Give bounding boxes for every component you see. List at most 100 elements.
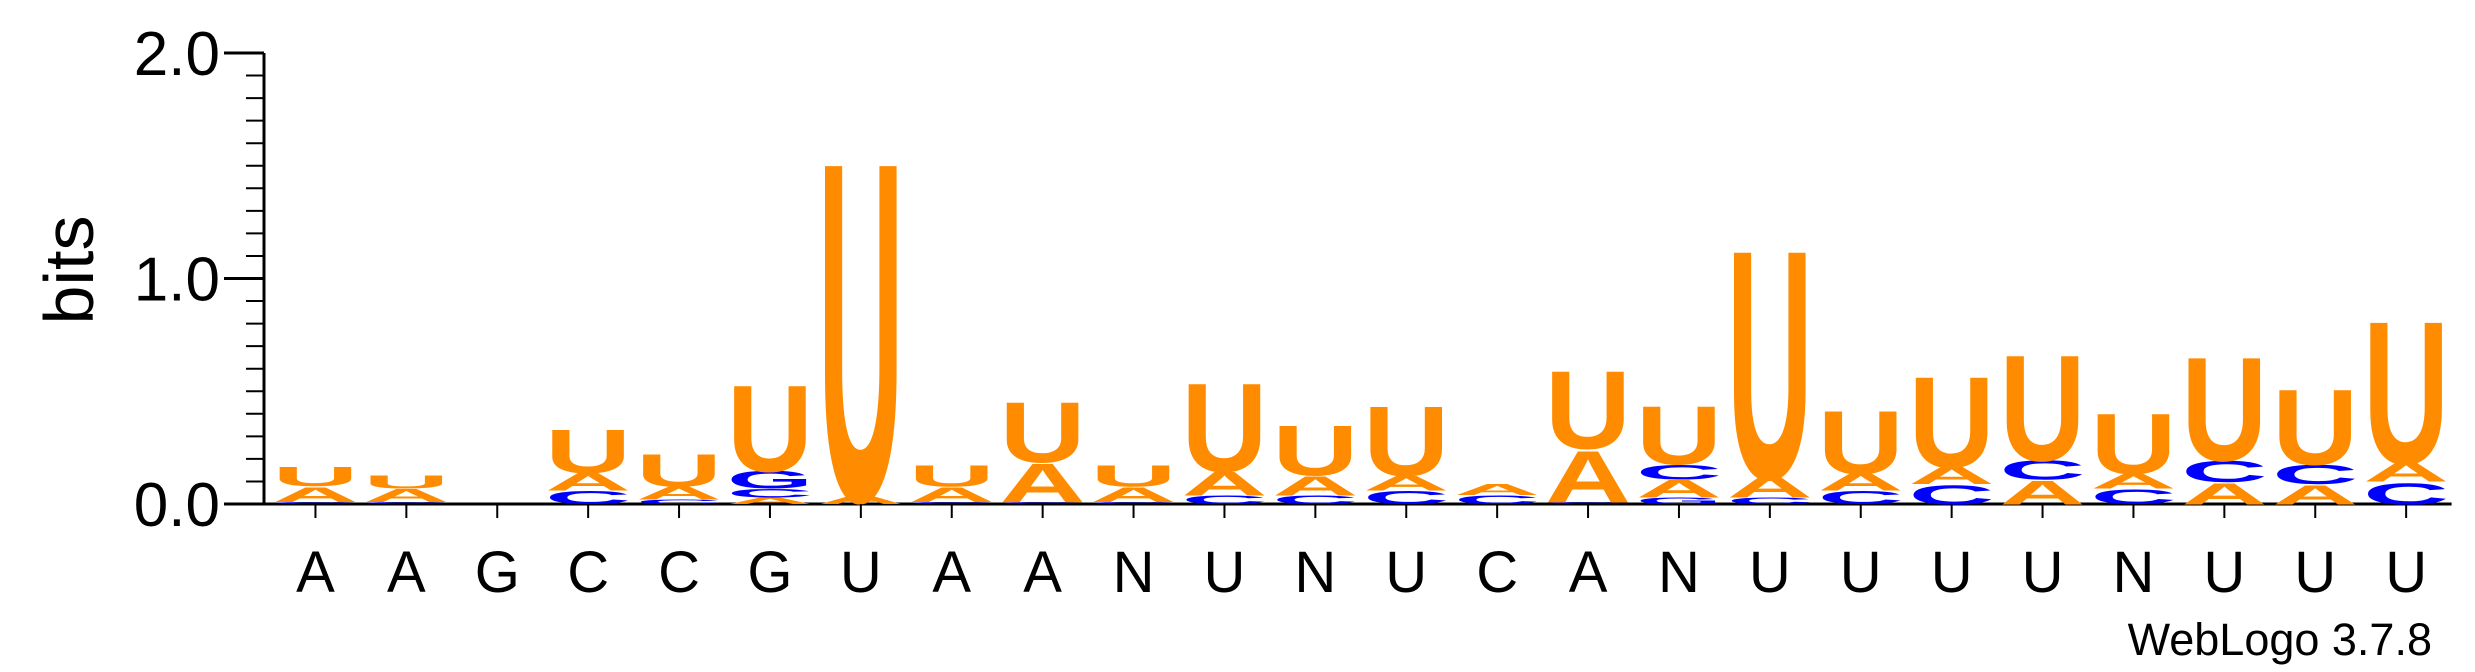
logo-letter-u: U	[1727, 183, 1813, 548]
logo-letter-a: A	[1636, 475, 1722, 503]
logo-letter-glyph: A	[1091, 483, 1177, 507]
logo-letter-u: U	[1909, 350, 1995, 495]
x-position-label: U	[2203, 540, 2245, 605]
logo-letter-a: A	[1181, 465, 1267, 503]
logo-letter-u: U	[2181, 327, 2267, 492]
logo-letter-glyph: U	[272, 461, 358, 492]
x-position-label: G	[747, 540, 792, 605]
logo-letter-glyph: A	[363, 485, 449, 506]
logo-letter-glyph: C	[1727, 496, 1813, 506]
logo-letter-glyph: U	[909, 459, 995, 493]
logo-letter-glyph: C	[545, 488, 631, 509]
logo-letter-glyph: A	[1363, 471, 1449, 495]
logo-letter-u: U	[363, 472, 449, 493]
logo-letter-u: U	[1636, 389, 1722, 482]
x-position-label: A	[1023, 540, 1062, 605]
x-position-label: U	[2385, 540, 2427, 605]
logo-letter-glyph: A	[818, 493, 904, 507]
logo-letter-a: A	[1091, 483, 1177, 507]
logo-letter-glyph: A	[1272, 471, 1358, 502]
logo-letter-glyph: U	[2000, 324, 2086, 493]
logo-letter-glyph: U	[545, 418, 631, 487]
logo-letter-glyph: C	[909, 501, 995, 504]
weblogo-credit: WebLogo 3.7.8	[2128, 614, 2432, 665]
logo-letter-a: A	[2363, 457, 2449, 488]
logo-letter-u: U	[909, 459, 995, 493]
logo-letter-glyph: A	[2090, 469, 2176, 493]
logo-letter-glyph: U	[1818, 393, 1904, 492]
logo-letter-c: C	[909, 501, 995, 504]
logo-letter-u: U	[1272, 411, 1358, 491]
y-tick-label: 0.0	[134, 471, 220, 540]
logo-letter-glyph: U	[1181, 358, 1267, 499]
logo-letter-a: A	[1272, 471, 1358, 502]
logo-letter-glyph: C	[1091, 501, 1177, 504]
logo-letter-u: U	[1000, 385, 1086, 481]
logo-letter-glyph: A	[2363, 457, 2449, 488]
logo-letter-c: C	[363, 501, 449, 504]
logo-letter-glyph: A	[1454, 481, 1540, 498]
logo-letter-a: A	[1818, 469, 1904, 497]
logo-letter-glyph: C	[727, 486, 813, 500]
x-position-label: U	[1204, 540, 1246, 605]
logo-letter-glyph: A	[727, 496, 813, 506]
logo-letter-c: C	[1363, 488, 1449, 509]
x-position-label: C	[567, 540, 609, 605]
logo-letter-a: A	[545, 469, 631, 497]
logo-letter-glyph: C	[1454, 493, 1540, 507]
logo-letter-glyph: A	[1727, 470, 1813, 504]
logo-letter-a: A	[1727, 470, 1813, 504]
logo-letter-glyph: C	[363, 501, 449, 504]
logo-letter-u: U	[1818, 393, 1904, 492]
y-tick-label: 2.0	[134, 20, 220, 89]
logo-letter-u: U	[1545, 349, 1631, 473]
x-position-label: A	[296, 540, 335, 605]
logo-letter-g: G	[727, 466, 813, 494]
logo-letter-glyph: A	[1909, 462, 1995, 490]
logo-letter-glyph: U	[636, 445, 722, 497]
logo-letter-glyph: A	[1000, 452, 1086, 514]
logo-letter-u: U	[2000, 324, 2086, 493]
x-position-label: C	[1476, 540, 1518, 605]
logo-letter-u: U	[272, 461, 358, 492]
logo-letter-glyph: A	[636, 483, 722, 504]
logo-letter-a: A	[1363, 471, 1449, 495]
logo-letter-glyph: U	[2090, 396, 2176, 492]
logo-letter-glyph: A	[1818, 469, 1904, 497]
logo-letter-glyph: U	[1091, 459, 1177, 493]
x-position-label: U	[840, 540, 882, 605]
x-position-label: C	[658, 540, 700, 605]
logo-letter-u: U	[818, 60, 904, 602]
logo-letter-glyph: U	[2363, 280, 2449, 507]
logo-letter-glyph: U	[1272, 411, 1358, 491]
logo-letter-c: C	[1636, 460, 1722, 484]
logo-letter-a: A	[363, 485, 449, 506]
logo-letter-glyph: C	[1545, 501, 1631, 504]
axis-layer: 0.0 1.0 2.0	[134, 20, 2452, 540]
logo-letter-glyph: C	[1181, 493, 1267, 507]
logo-letter-glyph: U	[2272, 368, 2358, 489]
logo-letter-c: C	[1545, 501, 1631, 504]
logo-letter-glyph: U	[1545, 349, 1631, 473]
logo-letter-glyph: C	[2181, 454, 2267, 488]
logo-letter-glyph: G	[727, 466, 813, 494]
logo-letter-u: U	[2363, 280, 2449, 507]
x-position-label: N	[1113, 540, 1155, 605]
logo-letter-glyph: C	[1272, 493, 1358, 507]
logo-letter-glyph: U	[363, 472, 449, 493]
logo-letter-c: C	[545, 488, 631, 509]
x-position-label: N	[2113, 540, 2155, 605]
logo-letter-glyph: U	[2181, 327, 2267, 492]
logo-letter-c: C	[1181, 493, 1267, 507]
logo-letter-glyph: U	[1727, 183, 1813, 548]
logo-letter-c: C	[727, 486, 813, 500]
logo-letter-glyph: C	[2000, 455, 2086, 486]
logo-letter-a: A	[1909, 462, 1995, 490]
logo-letter-u: U	[727, 359, 813, 497]
logo-letter-a: A	[2090, 469, 2176, 493]
logo-letter-u: U	[2272, 368, 2358, 489]
x-position-label: U	[1931, 540, 1973, 605]
logo-letter-a: A	[727, 496, 813, 506]
